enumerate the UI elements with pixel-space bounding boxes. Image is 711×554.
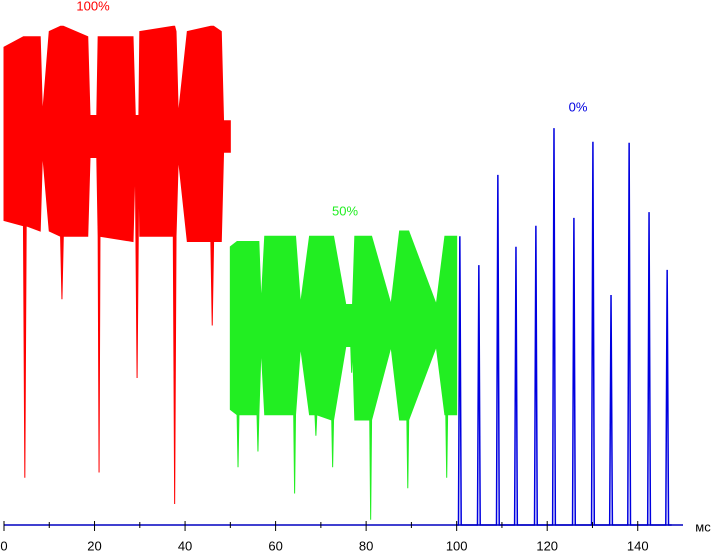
- x-tick-label: 0: [0, 538, 7, 553]
- x-tick-label: 20: [87, 538, 101, 553]
- x-tick-label: 40: [178, 538, 192, 553]
- series-label: 100%: [76, 0, 110, 13]
- x-tick-label: 60: [268, 538, 282, 553]
- x-tick-label: 80: [359, 538, 373, 553]
- x-unit: мс: [695, 519, 711, 534]
- signal-band: [229, 230, 458, 520]
- series-label: 50%: [332, 203, 358, 218]
- x-tick-label: 120: [536, 538, 558, 553]
- series-label: 0%: [569, 99, 588, 114]
- signal-band: [3, 25, 231, 505]
- signal-line: [456, 128, 672, 526]
- x-tick-label: 140: [627, 538, 649, 553]
- x-tick-label: 100: [446, 538, 468, 553]
